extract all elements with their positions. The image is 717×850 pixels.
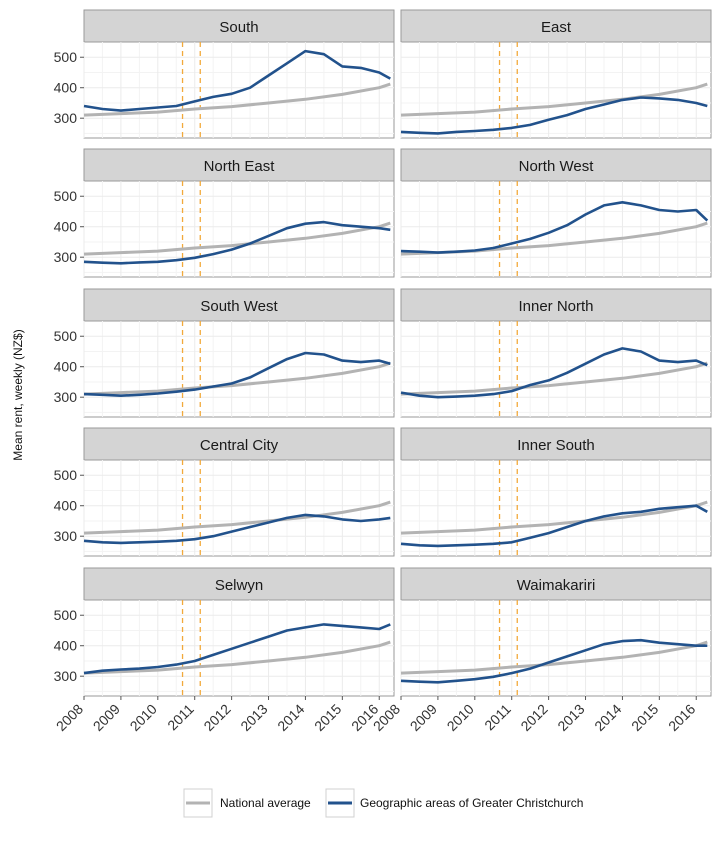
x-tick-label: 2010 — [444, 701, 477, 734]
y-tick-label: 500 — [54, 328, 78, 344]
x-tick-label: 2009 — [407, 701, 440, 734]
panel-strip — [83, 567, 395, 601]
panel-title: East — [541, 19, 572, 36]
series-line-national — [400, 500, 708, 535]
x-tick-label: 2015 — [628, 701, 661, 734]
panel-strip — [83, 288, 395, 322]
panel-strip — [83, 148, 395, 182]
series-line-area — [400, 504, 708, 548]
panel-strip — [83, 9, 395, 43]
panel-title: South West — [200, 298, 278, 315]
legend: National average Geographic areas of Gre… — [183, 788, 583, 818]
y-tick-label: 300 — [54, 389, 78, 405]
series-line-national — [400, 361, 708, 396]
series-line-area — [400, 96, 708, 135]
x-tick-label: 2014 — [274, 701, 307, 734]
y-tick-label: 400 — [54, 498, 78, 514]
x-tick-label: 2013 — [237, 701, 270, 734]
y-tick-label: 300 — [54, 249, 78, 265]
x-tick-label: 2015 — [311, 701, 344, 734]
y-axis-label: Mean rent, weekly (NZ$) — [11, 329, 25, 460]
series-line-area — [83, 623, 391, 675]
plot-area — [400, 41, 712, 139]
x-tick-label: 2012 — [200, 701, 233, 734]
x-tick-label: 2014 — [591, 701, 624, 734]
panel-title: Central City — [200, 437, 279, 454]
series-line-national — [83, 361, 391, 396]
panel-north-east: North East 300 400 500 — [54, 148, 395, 278]
y-tick-label: 300 — [54, 668, 78, 684]
panel-south: South 300 400 500 — [54, 9, 395, 139]
panel-east: East — [400, 9, 712, 139]
panel-strip — [400, 288, 712, 322]
series-line-area — [83, 351, 391, 398]
panel-title: Selwyn — [215, 577, 263, 594]
x-tick-label: 2008 — [53, 701, 86, 734]
series-line-national — [83, 640, 391, 675]
series-line-area — [400, 201, 709, 254]
y-tick-label: 400 — [54, 359, 78, 375]
legend-label-national: National average — [220, 796, 311, 810]
panel-strip — [400, 148, 712, 182]
y-tick-label: 500 — [54, 467, 78, 483]
panel-title: North West — [519, 158, 595, 175]
x-tick-label: 2013 — [554, 701, 587, 734]
series-line-national — [400, 82, 708, 117]
panel-title: Inner North — [518, 298, 593, 315]
x-tick-label: 2009 — [90, 701, 123, 734]
x-tick-label: 2012 — [517, 701, 550, 734]
plot-area — [83, 320, 395, 418]
panel-title: Inner South — [517, 437, 595, 454]
plot-area — [83, 599, 395, 697]
series-line-national — [400, 640, 708, 675]
series-line-area — [400, 347, 708, 399]
panel-title: North East — [204, 158, 276, 175]
y-tick-label: 500 — [54, 49, 78, 65]
panel-title: South — [219, 19, 258, 36]
panel-strip — [400, 9, 712, 43]
x-tick-label: 2016 — [665, 701, 698, 734]
panel-central-city: Central City 300 400 500 — [54, 427, 395, 557]
y-tick-label: 300 — [54, 110, 78, 126]
y-tick-label: 300 — [54, 528, 78, 544]
panel-inner-north: Inner North — [400, 288, 712, 418]
panel-strip — [83, 427, 395, 461]
series-line-national — [83, 82, 391, 117]
panel-title: Waimakariri — [517, 577, 596, 594]
plot-area — [400, 320, 712, 418]
panel-south-west: South West 300 400 500 — [54, 288, 395, 418]
y-tick-label: 400 — [54, 80, 78, 96]
x-tick-label: 2010 — [127, 701, 160, 734]
series-line-area — [400, 638, 708, 684]
series-line-national — [83, 500, 391, 535]
series-line-area — [83, 513, 391, 545]
y-tick-label: 400 — [54, 638, 78, 654]
series-line-area — [83, 220, 391, 265]
x-tick-label: 2011 — [164, 701, 197, 734]
y-tick-label: 400 — [54, 219, 78, 235]
panel-north-west: North West — [400, 148, 712, 278]
y-tick-label: 500 — [54, 188, 78, 204]
y-tick-label: 500 — [54, 607, 78, 623]
legend-label-area: Geographic areas of Greater Christchurch — [360, 796, 583, 810]
x-tick-label: 2011 — [481, 701, 514, 734]
panel-inner-south: Inner South — [400, 427, 712, 557]
panel-strip — [400, 427, 712, 461]
series-line-area — [83, 49, 391, 112]
